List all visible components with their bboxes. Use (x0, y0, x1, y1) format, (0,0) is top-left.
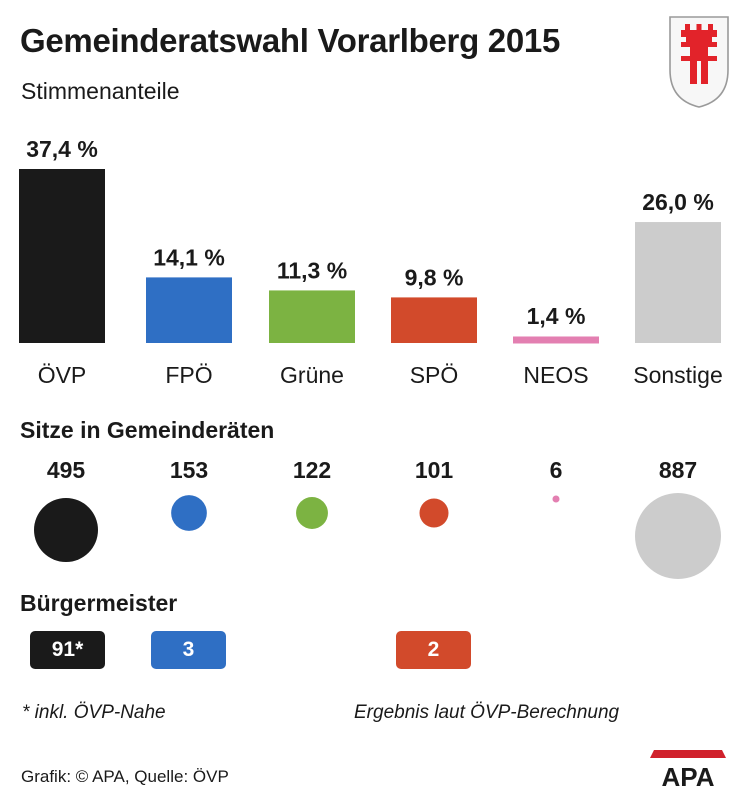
vote-share-bar-chart: 37,4 % ÖVP 14,1 % FPÖ 11,3 % Grüne 9,8 % SPÖ 1,4… (19, 136, 723, 388)
mayor-badge-fpoe: 3 (151, 631, 226, 669)
category-label-fpoe: FPÖ (165, 362, 212, 388)
calculation-note: Ergebnis laut ÖVP-Berechnung (354, 702, 620, 723)
category-label-neos: NEOS (523, 362, 588, 388)
category-label-sonstige: Sonstige (633, 362, 723, 388)
seats-section-title: Sitze in Gemeinderäten (20, 417, 275, 443)
source-credit: Grafik: © APA, Quelle: ÖVP (21, 767, 229, 786)
seat-label-neos: 6 (550, 457, 563, 483)
mayor-badge-oevp: 91* (30, 631, 105, 669)
seat-bubble-oevp (34, 498, 98, 562)
bar-spoe (391, 297, 477, 343)
bar-neos (513, 336, 599, 344)
seat-label-gruene: 122 (293, 457, 331, 483)
seats-bubble-chart: 495 153 122 101 6 887 (34, 457, 721, 579)
seat-bubble-neos (552, 495, 560, 503)
value-label-neos: 1,4 % (527, 303, 586, 329)
seat-label-sonstige: 887 (659, 457, 697, 483)
apa-logo-text: APA (662, 762, 715, 788)
seat-bubble-spoe (419, 498, 449, 528)
bar-fpoe (146, 277, 232, 343)
seat-bubble-gruene (296, 497, 328, 529)
chart-subtitle: Stimmenanteile (21, 78, 180, 104)
value-label-fpoe: 14,1 % (153, 244, 225, 270)
seat-bubble-sonstige (635, 493, 721, 579)
value-label-sonstige: 26,0 % (642, 189, 714, 215)
value-label-spoe: 9,8 % (405, 264, 464, 290)
footnote: * inkl. ÖVP-Nahe (22, 702, 166, 723)
seat-label-oevp: 495 (47, 457, 86, 483)
seat-label-spoe: 101 (415, 457, 454, 483)
category-label-spoe: SPÖ (410, 362, 459, 388)
value-label-oevp: 37,4 % (26, 136, 98, 162)
bar-gruene (269, 290, 355, 343)
mayor-badge-spoe: 2 (396, 631, 471, 669)
value-label-gruene: 11,3 % (277, 257, 347, 283)
chart-title: Gemeinderatswahl Vorarlberg 2015 (20, 22, 561, 59)
mayors-section-title: Bürgermeister (20, 590, 178, 616)
seat-label-fpoe: 153 (170, 457, 208, 483)
apa-logo: APA (644, 748, 732, 792)
bar-oevp (19, 169, 105, 343)
bar-sonstige (635, 222, 721, 343)
vorarlberg-coat-of-arms-icon (669, 16, 729, 108)
category-label-gruene: Grüne (280, 362, 344, 388)
apa-logo-graphic: APA (650, 750, 726, 792)
category-label-oevp: ÖVP (38, 362, 87, 388)
seat-bubble-fpoe (171, 495, 207, 531)
